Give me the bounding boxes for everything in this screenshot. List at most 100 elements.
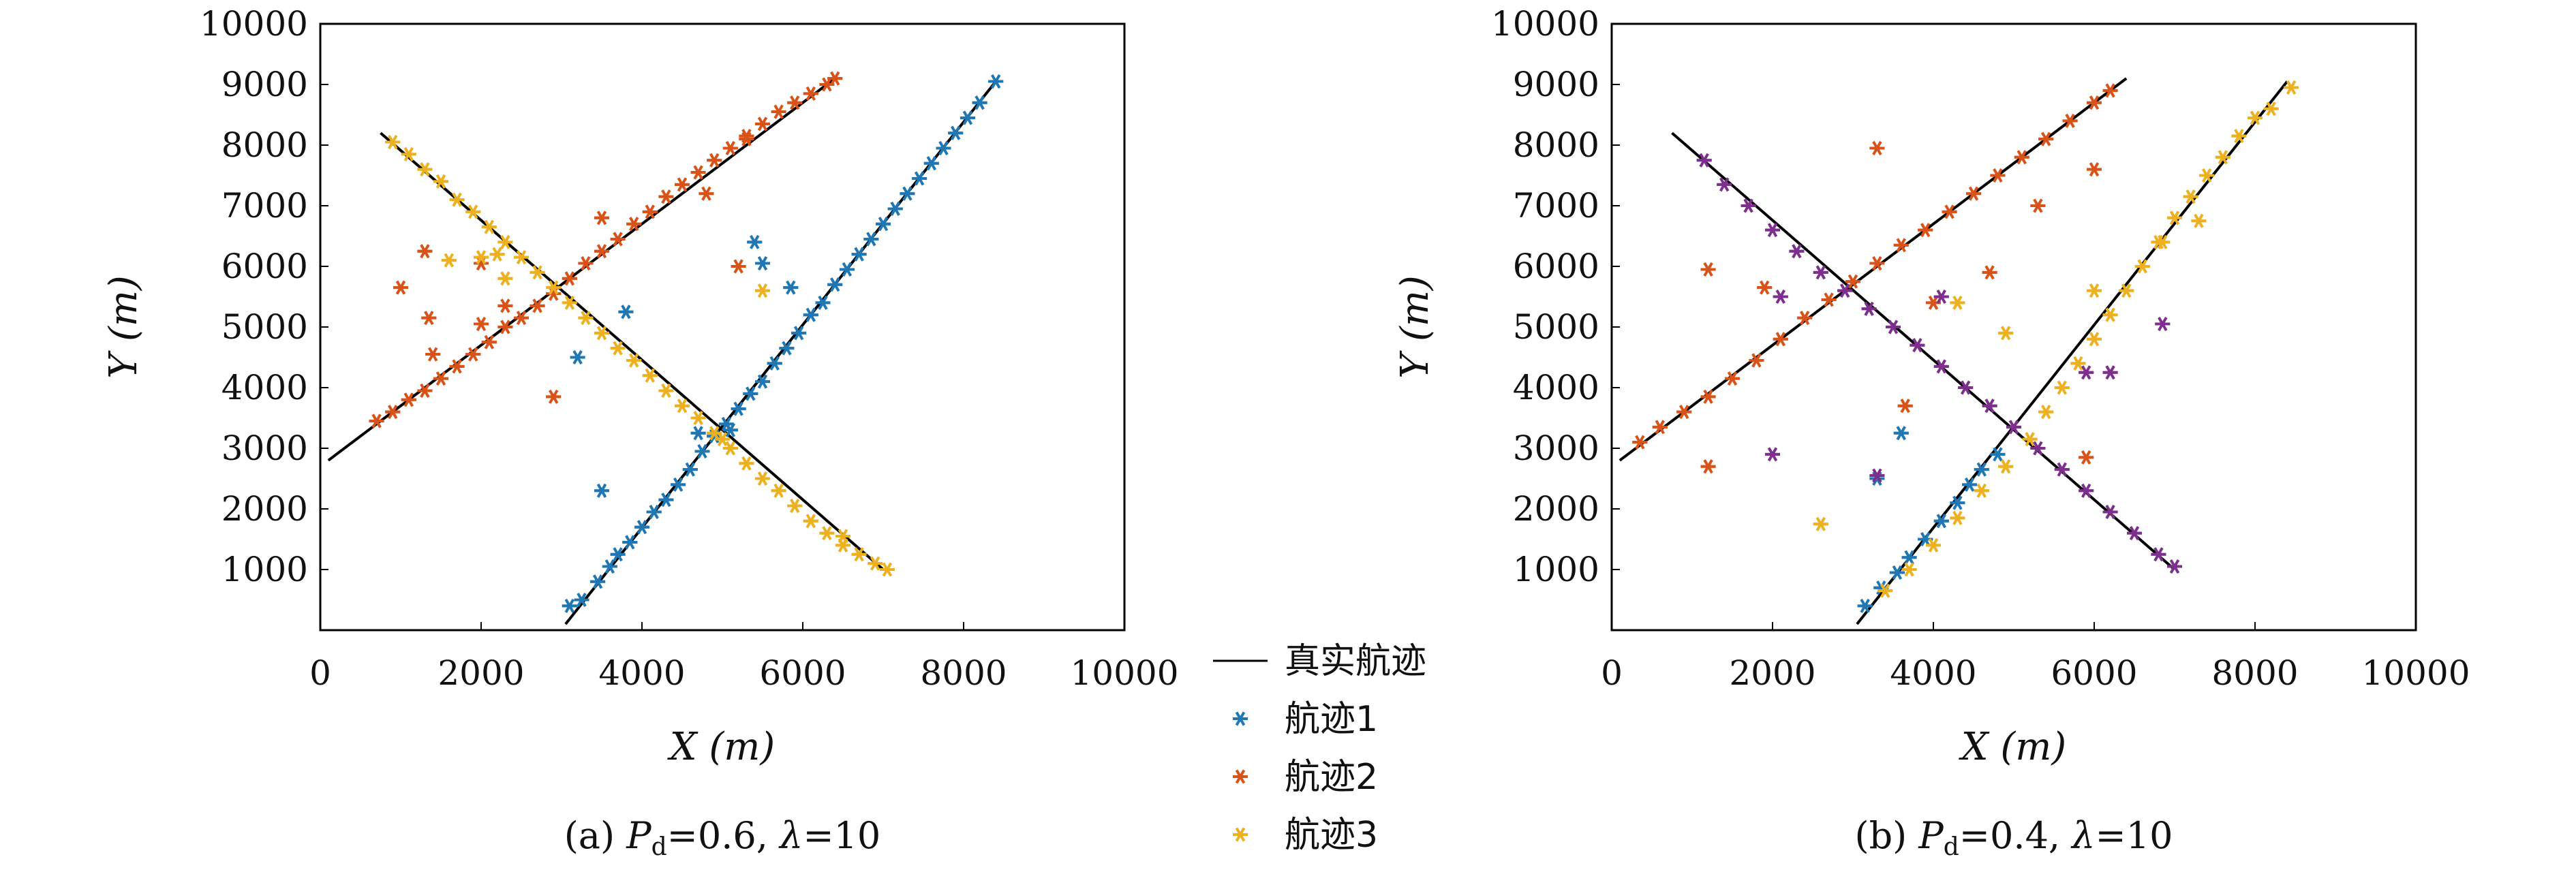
data-point-track2 bbox=[594, 211, 609, 225]
data-point-track2 bbox=[530, 298, 545, 313]
data-point-track2 bbox=[699, 186, 714, 201]
x-tick-label: 6000 bbox=[759, 653, 846, 693]
y-tick-label: 10000 bbox=[200, 4, 308, 44]
data-point-track3 bbox=[1974, 483, 1989, 498]
data-point-track3 bbox=[879, 562, 895, 577]
data-point-track_b_purple bbox=[1765, 447, 1780, 462]
x-tick-label: 4000 bbox=[1890, 653, 1976, 693]
data-point-track2 bbox=[369, 414, 384, 429]
data-point-track1 bbox=[694, 443, 710, 458]
legend-track3-label: 航迹3 bbox=[1285, 815, 1378, 856]
data-point-track3 bbox=[658, 383, 674, 398]
legend-track1-marker bbox=[1233, 711, 1248, 726]
data-point-track1 bbox=[900, 186, 915, 201]
data-point-track3 bbox=[433, 174, 448, 189]
data-point-track_b_purple bbox=[2102, 504, 2118, 519]
x-tick-label: 8000 bbox=[920, 653, 1007, 693]
y-axis-label: Y (m) bbox=[1393, 275, 1437, 379]
true-track-line bbox=[564, 80, 997, 625]
data-point-track1 bbox=[1950, 495, 1965, 510]
x-tick-label: 2000 bbox=[1729, 653, 1815, 693]
data-point-track_b_purple bbox=[1765, 223, 1780, 238]
data-point-track2 bbox=[1700, 262, 1716, 277]
data-point-track2 bbox=[594, 244, 609, 259]
data-point-track3 bbox=[562, 295, 577, 310]
data-point-track2 bbox=[1700, 459, 1716, 474]
data-point-track2 bbox=[2087, 95, 2102, 110]
y-tick-label: 10000 bbox=[1491, 4, 1599, 44]
data-point-track1 bbox=[618, 305, 634, 320]
data-point-track3 bbox=[755, 471, 770, 486]
plot-a: 0 2000 4000 6000 8000 10000 1000 2000 3000 4000 50… bbox=[102, 4, 1179, 861]
plot-frame bbox=[319, 22, 1126, 632]
data-point-track3 bbox=[755, 283, 770, 298]
data-point-track2 bbox=[755, 116, 770, 131]
data-point-track2 bbox=[1725, 371, 1740, 386]
y-tick-label: 3000 bbox=[221, 429, 308, 468]
data-point-track1 bbox=[988, 74, 1004, 89]
data-point-track_b_purple bbox=[1933, 289, 1949, 305]
data-point-track1 bbox=[1990, 447, 2006, 462]
data-point-track1 bbox=[634, 520, 649, 535]
data-point-track_b_purple bbox=[2079, 483, 2094, 498]
data-point-track3 bbox=[715, 432, 730, 447]
data-point-track1 bbox=[610, 547, 626, 562]
data-point-track1 bbox=[803, 307, 818, 322]
data-point-track_b_purple bbox=[1773, 289, 1788, 305]
data-point-track2 bbox=[465, 347, 481, 362]
data-point-track2 bbox=[1700, 389, 1716, 404]
true-track-line bbox=[1856, 80, 2288, 625]
data-point-track2 bbox=[2102, 83, 2118, 98]
data-point-track3 bbox=[2284, 80, 2299, 95]
data-point-track1 bbox=[1974, 462, 1989, 477]
data-point-track3 bbox=[417, 162, 433, 177]
data-point-track2 bbox=[546, 389, 562, 404]
data-point-track1 bbox=[1933, 514, 1949, 529]
x-tick-label: 0 bbox=[309, 653, 331, 693]
data-point-track2 bbox=[2062, 113, 2078, 128]
data-point-track1 bbox=[960, 110, 975, 125]
y-tick-label: 6000 bbox=[221, 247, 308, 286]
data-point-track_b_purple bbox=[1933, 359, 1949, 374]
data-point-track2 bbox=[1821, 292, 1837, 307]
data-point-track3 bbox=[2070, 356, 2086, 371]
legend-track3-star bbox=[1233, 827, 1248, 842]
data-point-track3 bbox=[771, 483, 786, 498]
data-point-track3 bbox=[449, 192, 465, 207]
y-tick-label: 6000 bbox=[1513, 247, 1599, 286]
data-point-track2 bbox=[787, 95, 803, 110]
legend-track3-marker bbox=[1233, 827, 1248, 842]
data-point-track3 bbox=[787, 499, 803, 514]
data-point-track2 bbox=[2030, 198, 2046, 213]
data-point-track1 bbox=[755, 256, 770, 271]
data-point-track3 bbox=[2248, 110, 2263, 125]
data-point-track1 bbox=[876, 217, 891, 232]
x-tick-label: 4000 bbox=[598, 653, 685, 693]
data-point-track3 bbox=[2087, 332, 2102, 347]
data-point-track1 bbox=[755, 374, 770, 389]
data-point-track1 bbox=[1893, 426, 1909, 441]
data-point-track1 bbox=[682, 462, 698, 477]
data-point-track3 bbox=[497, 271, 513, 286]
data-point-track2 bbox=[1982, 265, 1997, 280]
data-point-track3 bbox=[481, 219, 497, 234]
data-point-track2 bbox=[417, 383, 433, 398]
data-point-track2 bbox=[497, 320, 513, 334]
data-point-track2 bbox=[1897, 399, 1913, 414]
data-point-track2 bbox=[675, 177, 690, 192]
data-point-track1 bbox=[1889, 565, 1905, 580]
data-point-track3 bbox=[2167, 211, 2182, 225]
data-point-track2 bbox=[1990, 168, 2006, 183]
y-axis-label: Y (m) bbox=[102, 275, 146, 379]
data-point-track_b_purple bbox=[2006, 420, 2021, 435]
data-point-track2 bbox=[2079, 450, 2094, 465]
data-point-track3 bbox=[497, 234, 513, 249]
data-point-track1 bbox=[815, 295, 831, 310]
data-point-track3 bbox=[2199, 168, 2215, 183]
data-point-track3 bbox=[803, 514, 818, 529]
data-point-track3 bbox=[851, 547, 867, 562]
data-point-track2 bbox=[385, 405, 401, 420]
data-point-track_b_purple bbox=[2102, 365, 2118, 380]
data-point-track1 bbox=[722, 422, 738, 437]
